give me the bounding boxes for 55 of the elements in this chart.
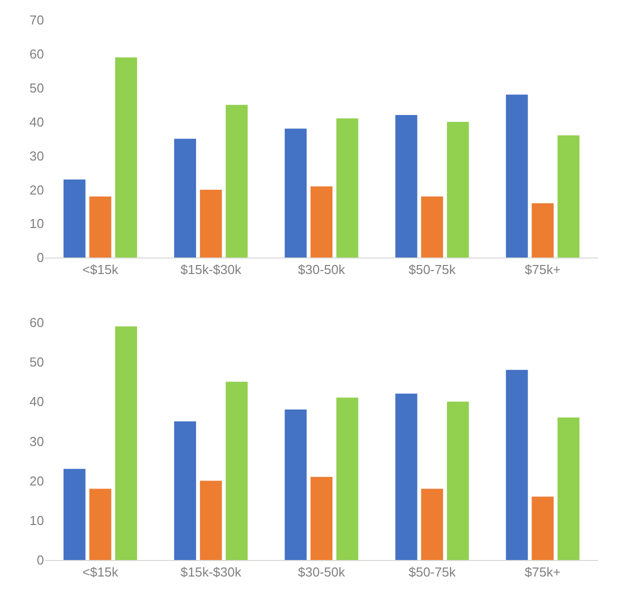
y-tick-label: 20 [30, 473, 44, 488]
bar [115, 326, 138, 560]
y-tick-label: 0 [36, 552, 44, 568]
bar [200, 480, 222, 560]
x-tick-label: $30-50k [298, 262, 346, 278]
y-tick-label: 10 [30, 512, 44, 528]
bar [200, 190, 222, 258]
y-tick-label: 30 [30, 148, 44, 164]
bar [532, 496, 554, 560]
bar [421, 196, 444, 258]
bar [395, 115, 418, 258]
x-tick-label: $30-50k [298, 564, 346, 580]
y-tick-label: 70 [30, 12, 44, 28]
y-tick-label: 50 [30, 80, 44, 96]
bar [506, 370, 528, 560]
bar [446, 402, 469, 560]
y-tick-label: 60 [30, 314, 44, 330]
bar [446, 122, 469, 258]
bar [395, 394, 418, 560]
bar [336, 118, 358, 258]
bar [89, 196, 112, 258]
bar [421, 488, 444, 560]
x-tick-label: <$15k [82, 564, 119, 580]
x-tick-label: <$15k [82, 262, 119, 278]
y-tick-label: 20 [30, 182, 44, 198]
bar [226, 104, 248, 258]
y-tick-label: 40 [30, 114, 44, 130]
bar [89, 488, 112, 560]
bar [310, 186, 332, 258]
bar [115, 57, 138, 258]
bar [284, 410, 307, 560]
bar [174, 421, 196, 560]
y-tick-label: 30 [30, 434, 44, 449]
x-tick-label: $50-75k [408, 564, 456, 580]
bar [226, 382, 248, 560]
x-tick-label: $75k+ [524, 262, 561, 278]
y-tick-label: 50 [30, 354, 44, 370]
y-tick-label: 40 [30, 394, 44, 410]
bar [558, 135, 580, 258]
x-tick-label: $75k+ [524, 564, 561, 580]
bar [558, 417, 580, 560]
x-tick-label: $15k-$30k [180, 262, 242, 278]
bar [506, 94, 528, 258]
bar [284, 128, 307, 258]
x-tick-label: $15k-$30k [180, 564, 242, 580]
bar [532, 203, 554, 258]
bar [64, 468, 86, 560]
bar [310, 476, 332, 560]
bar [64, 180, 86, 258]
x-tick-label: $50-75k [408, 262, 456, 278]
y-tick-label: 0 [36, 250, 44, 266]
y-tick-label: 60 [30, 46, 44, 62]
y-tick-label: 10 [30, 216, 44, 232]
bar [336, 398, 358, 560]
bar [174, 138, 196, 258]
